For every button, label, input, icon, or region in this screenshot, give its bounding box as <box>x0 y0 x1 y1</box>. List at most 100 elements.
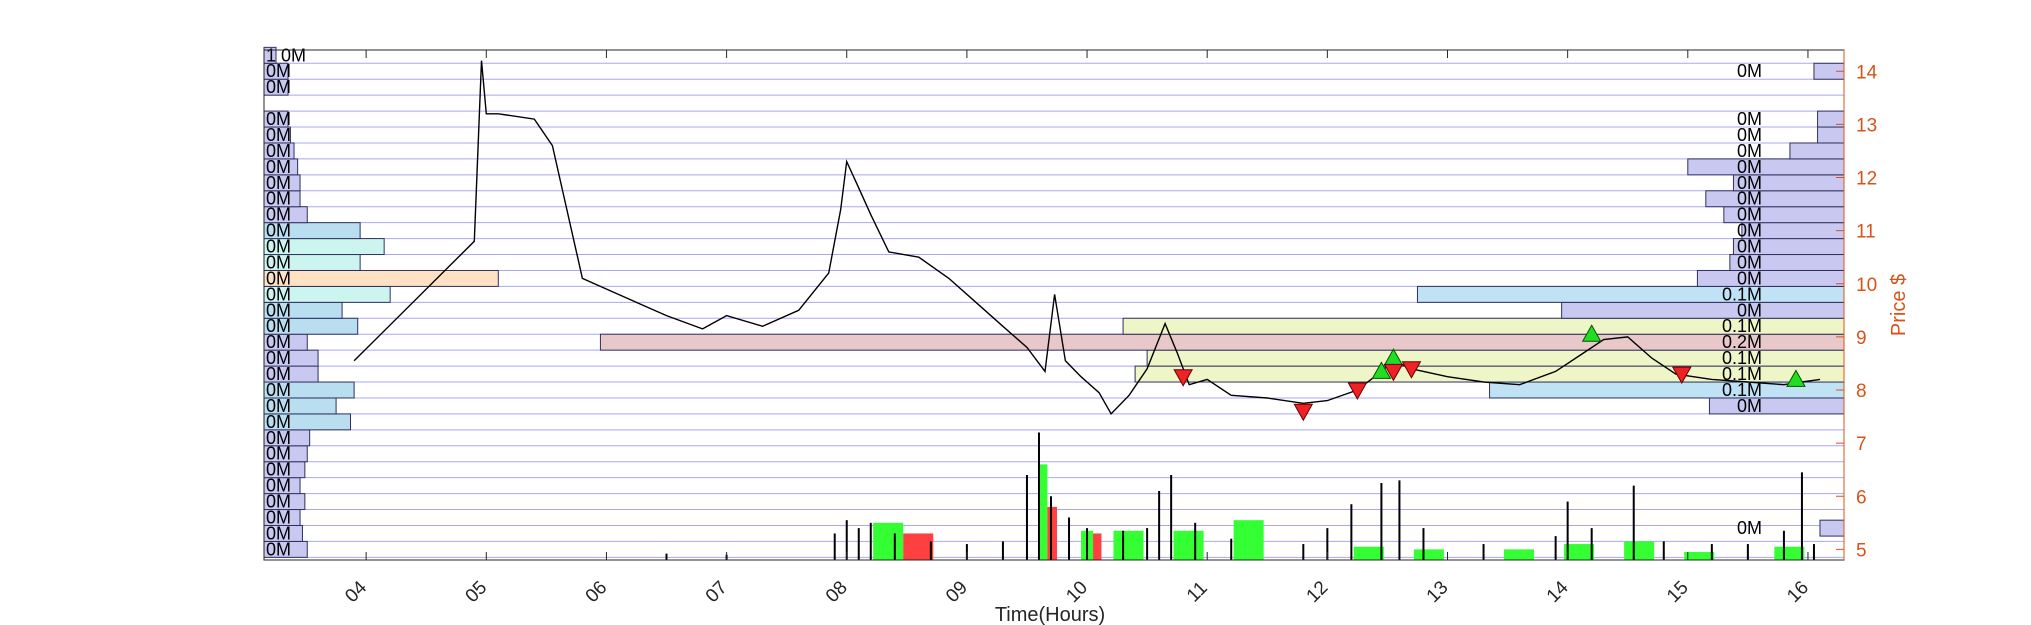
x-axis-title: Time(Hours) <box>995 604 1105 625</box>
right-profile-label: 0M <box>1737 221 1762 241</box>
left-profile-label: 0M <box>266 109 291 129</box>
y-tick-label: 8 <box>1856 381 1867 402</box>
left-volume-profile: 0M0M0M0M0M0M0M0M0M0M0M0M0M0M0M0M0M0M0M0M… <box>263 45 499 559</box>
left-profile-label: 1 0M <box>266 45 306 65</box>
y-axis-ticks: 5 6 7 8 9 10 11 12 13 14 <box>1836 62 1878 561</box>
price-series <box>353 60 1821 416</box>
volume-block <box>873 522 904 560</box>
left-profile-label: 0M <box>266 77 291 97</box>
right-profile-bar <box>1705 190 1845 208</box>
y-tick-label: 14 <box>1856 62 1878 83</box>
left-profile-label: 0M <box>266 539 291 559</box>
left-profile-label: 0M <box>266 316 291 336</box>
volume-block <box>1093 533 1102 560</box>
right-profile-label: 0M <box>1737 518 1762 538</box>
right-profile-bar <box>599 333 1845 351</box>
right-profile-label: 0M <box>1737 300 1762 320</box>
left-profile-label: 0M <box>266 364 291 384</box>
right-profile-label: 0M <box>1737 109 1762 129</box>
left-profile-label: 0M <box>266 141 291 161</box>
right-profile-bar <box>1817 126 1845 144</box>
trade-signals <box>1173 324 1806 422</box>
right-profile-label: 0M <box>1737 237 1762 257</box>
price-line <box>353 60 1821 416</box>
left-profile-label: 0M <box>266 157 291 177</box>
right-profile-bar <box>1416 285 1845 303</box>
left-profile-label: 0M <box>266 476 291 496</box>
left-profile-label: 0M <box>266 284 291 304</box>
volume-block <box>1038 464 1048 560</box>
volume-block <box>1413 549 1444 560</box>
sell-signal-marker <box>1173 369 1194 387</box>
left-profile-label: 0M <box>266 380 291 400</box>
volume-block <box>1113 530 1144 560</box>
left-profile-label: 0M <box>266 61 291 81</box>
sell-signal-marker <box>1671 366 1692 385</box>
right-volume-profile: 0M0M0.1M0.1M0.1M0.2M0.1M0M0.1M0M0M0M0M0M… <box>599 61 1845 538</box>
x-tick-label: 11 <box>1183 578 1212 607</box>
volume-block <box>1564 544 1595 560</box>
right-profile-label: 0M <box>1737 396 1762 416</box>
left-profile-label: 0M <box>266 205 291 225</box>
right-profile-label: 0.1M <box>1722 316 1762 336</box>
x-tick-label: 10 <box>1062 577 1092 607</box>
right-profile-label: 0M <box>1737 205 1762 225</box>
y-tick-label: 5 <box>1856 540 1867 561</box>
left-profile-label: 0M <box>266 252 291 272</box>
left-profile-label: 0M <box>266 523 291 543</box>
right-profile-label: 0M <box>1737 157 1762 177</box>
right-profile-bar <box>1708 397 1845 415</box>
left-profile-label: 0M <box>266 396 291 416</box>
right-profile-bar <box>1561 301 1845 319</box>
right-profile-bar <box>1687 158 1845 176</box>
left-profile-label: 0M <box>266 173 291 193</box>
buy-signal-marker <box>1371 361 1392 379</box>
left-profile-label: 0M <box>266 332 291 352</box>
left-profile-label: 0M <box>266 444 291 464</box>
x-tick-label: 14 <box>1543 577 1573 607</box>
right-profile-label: 0M <box>1737 173 1762 193</box>
right-profile-label: 0M <box>1737 252 1762 272</box>
right-profile-label: 0.1M <box>1722 364 1762 384</box>
left-profile-label: 0M <box>266 300 291 320</box>
x-tick-label: 06 <box>582 577 612 607</box>
x-tick-label: 12 <box>1303 577 1333 607</box>
x-tick-label: 16 <box>1783 577 1813 607</box>
volume-block <box>1353 546 1384 560</box>
left-profile-label: 0M <box>266 268 291 288</box>
left-profile-label: 0M <box>266 428 291 448</box>
y-tick-label: 12 <box>1856 169 1877 190</box>
left-profile-label: 0M <box>266 412 291 432</box>
right-profile-label: 0M <box>1737 61 1762 81</box>
y-tick-label: 6 <box>1856 487 1867 508</box>
sell-signal-marker <box>1347 382 1368 401</box>
left-profile-label: 0M <box>266 125 291 145</box>
y-tick-label: 13 <box>1856 115 1877 136</box>
volume-block <box>1774 546 1805 560</box>
y-axis-title: Price $ <box>1888 274 1910 336</box>
left-profile-label: 0M <box>266 460 291 480</box>
left-profile-label: 0M <box>266 348 291 368</box>
right-profile-label: 0M <box>1737 125 1762 145</box>
y-tick-label: 11 <box>1856 222 1876 243</box>
volume-block <box>1047 506 1058 560</box>
left-profile-label: 0M <box>266 237 291 257</box>
volume-block <box>903 533 934 560</box>
right-profile-label: 0.1M <box>1722 380 1762 400</box>
x-tick-label: 13 <box>1423 577 1453 607</box>
left-profile-label: 0M <box>266 492 291 512</box>
y-tick-label: 7 <box>1856 434 1867 455</box>
right-profile-label: 0M <box>1737 268 1762 288</box>
x-tick-label: 08 <box>822 577 852 607</box>
right-profile-label: 0M <box>1737 141 1762 161</box>
volume-block <box>1233 520 1264 560</box>
x-tick-label: 07 <box>702 577 732 607</box>
x-tick-label: 15 <box>1663 577 1693 607</box>
buy-signal-marker <box>1786 369 1806 387</box>
left-profile-label: 0M <box>266 221 291 241</box>
x-tick-label: 05 <box>461 577 491 607</box>
volume-block <box>1173 530 1204 560</box>
sell-signal-marker <box>1293 403 1314 422</box>
left-profile-label: 0M <box>266 507 291 527</box>
